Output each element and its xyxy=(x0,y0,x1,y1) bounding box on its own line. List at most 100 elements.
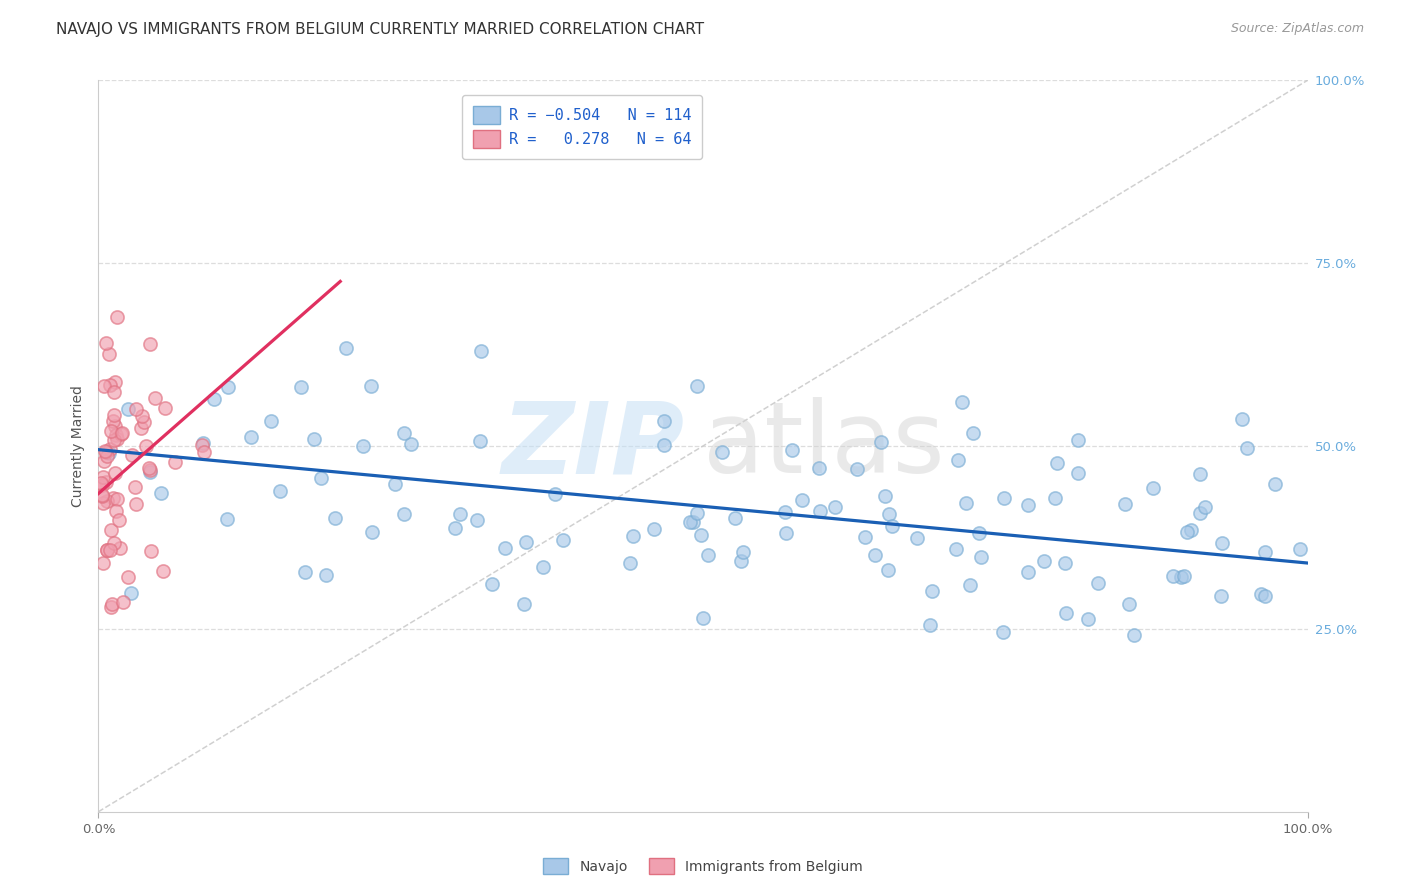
Point xyxy=(1054,606,1077,620)
Point xyxy=(104,376,127,390)
Point xyxy=(1250,586,1272,600)
Point xyxy=(1175,525,1198,540)
Point xyxy=(110,427,132,442)
Point xyxy=(696,548,718,562)
Point xyxy=(90,475,112,490)
Point xyxy=(950,395,973,409)
Point xyxy=(87,479,110,493)
Point xyxy=(108,541,131,556)
Point xyxy=(1118,597,1140,611)
Point xyxy=(124,480,146,494)
Point xyxy=(1211,536,1233,550)
Point xyxy=(129,421,152,435)
Point xyxy=(309,470,332,484)
Point xyxy=(294,565,316,579)
Point xyxy=(945,541,967,556)
Point xyxy=(962,426,984,441)
Point xyxy=(111,425,134,440)
Point xyxy=(269,483,291,498)
Point xyxy=(1123,627,1146,641)
Point xyxy=(399,437,422,451)
Point xyxy=(117,401,139,416)
Point xyxy=(131,409,153,423)
Point xyxy=(217,512,239,526)
Point xyxy=(103,536,125,550)
Point xyxy=(1253,544,1275,558)
Point xyxy=(1087,575,1109,590)
Point xyxy=(1161,569,1184,583)
Point xyxy=(139,463,162,477)
Text: Source: ZipAtlas.com: Source: ZipAtlas.com xyxy=(1230,22,1364,36)
Point xyxy=(515,535,537,549)
Point xyxy=(1077,611,1099,625)
Point xyxy=(807,460,830,475)
Point xyxy=(96,475,118,489)
Point xyxy=(96,335,118,350)
Point xyxy=(107,513,129,527)
Point xyxy=(652,438,675,452)
Point xyxy=(443,521,465,535)
Point xyxy=(780,442,803,457)
Point xyxy=(686,506,709,520)
Point xyxy=(93,454,115,468)
Point xyxy=(711,444,734,458)
Point xyxy=(1142,481,1164,495)
Point xyxy=(94,445,117,459)
Point xyxy=(93,378,115,392)
Point xyxy=(91,470,114,484)
Point xyxy=(100,599,122,614)
Point xyxy=(260,414,283,428)
Point xyxy=(96,542,118,557)
Point xyxy=(98,543,121,558)
Point xyxy=(190,438,212,452)
Point xyxy=(100,424,122,438)
Point xyxy=(153,401,176,415)
Point xyxy=(654,415,676,429)
Point xyxy=(621,529,644,543)
Point xyxy=(993,491,1015,506)
Point xyxy=(824,500,846,515)
Point xyxy=(468,434,491,448)
Point xyxy=(1017,498,1039,512)
Point xyxy=(91,489,114,503)
Point xyxy=(124,402,146,417)
Point xyxy=(105,491,128,506)
Point xyxy=(1032,554,1054,568)
Point xyxy=(100,524,122,538)
Point xyxy=(1209,589,1232,603)
Legend: R = −0.504   N = 114, R =   0.278   N = 64: R = −0.504 N = 114, R = 0.278 N = 64 xyxy=(461,95,703,159)
Point xyxy=(91,477,114,491)
Point xyxy=(481,577,503,591)
Point xyxy=(105,432,128,446)
Point xyxy=(120,586,142,600)
Point xyxy=(775,526,797,541)
Point xyxy=(875,489,897,503)
Point xyxy=(1194,500,1216,514)
Point xyxy=(730,554,752,568)
Point xyxy=(323,510,346,524)
Point xyxy=(959,578,981,592)
Point xyxy=(302,432,325,446)
Point xyxy=(948,453,970,467)
Point xyxy=(104,418,127,433)
Point xyxy=(315,568,337,582)
Point xyxy=(150,486,173,500)
Point xyxy=(955,495,977,509)
Point xyxy=(808,503,831,517)
Point xyxy=(392,507,415,521)
Point xyxy=(1046,456,1069,470)
Point xyxy=(1066,467,1088,481)
Point xyxy=(125,497,148,511)
Point xyxy=(105,504,128,518)
Point xyxy=(94,444,117,458)
Point xyxy=(845,461,868,475)
Point xyxy=(117,570,139,584)
Point xyxy=(103,434,125,448)
Point xyxy=(1170,570,1192,584)
Point xyxy=(138,460,160,475)
Point xyxy=(1054,556,1077,570)
Point xyxy=(1043,491,1066,505)
Point xyxy=(1173,569,1195,583)
Point xyxy=(101,491,124,505)
Point xyxy=(1254,589,1277,603)
